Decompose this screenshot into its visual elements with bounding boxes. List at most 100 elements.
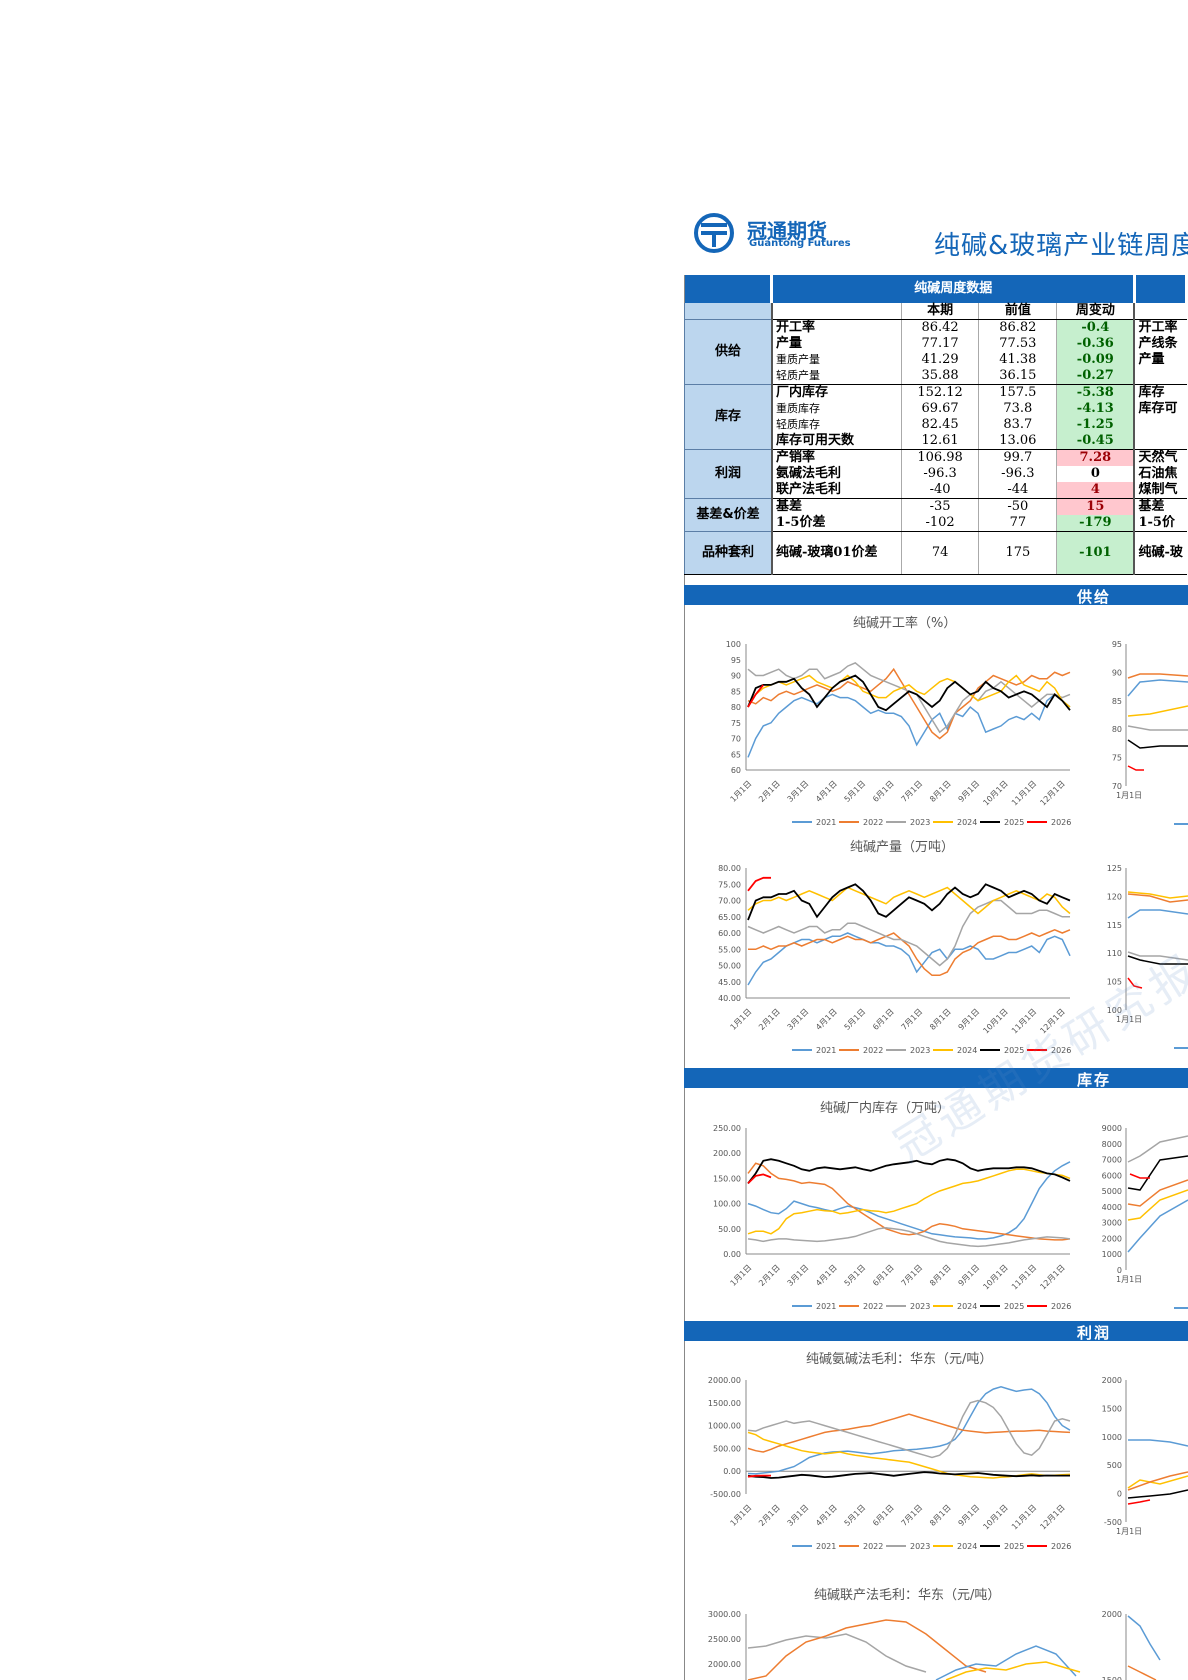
x-tick-label: 7月1日 [900,1503,925,1528]
legend-label: 2021 [816,1046,836,1055]
value-prev: -96.3 [978,466,1057,482]
value-change: -5.38 [1056,384,1135,401]
table-row: 重质产量 41.29 41.38 -0.09 产量 [685,352,1187,368]
chart-operating-rate: 60 65 70 75 80 85 90 95 100 1月1日 2月1日 3月1日 4月1日 5月1日 6… [726,640,1072,827]
x-tick-label: 12月1日 [1038,779,1066,807]
series-line-2025 [747,674,1071,712]
y-tick-label: -500.00 [710,1490,741,1499]
category-cell: 供给 [683,319,773,385]
x-tick-label: 3月1日 [786,779,811,804]
x-tick-label: 2月1日 [757,1263,782,1288]
glass-row-label: 基差 [1133,498,1187,515]
x-tick-label: 3月1日 [786,1503,811,1528]
table-row: 供给 开工率 86.42 86.82 -0.4 开工率 [683,319,1187,385]
series-line [1127,955,1188,965]
chart-glass-inventory: 0 1000 2000 3000 4000 5000 6000 7000 8000 9000 1月1… [1102,1124,1188,1309]
y-tick-label: 85 [1112,697,1122,706]
row-label: 1-5价差 [770,515,902,532]
y-tick-label: 6000 [1102,1171,1122,1180]
y-tick-label: 1500.00 [708,1399,741,1408]
weekly-data-table: 纯碱周度数据 本期 前值 周变动 供给 开工率 86.42 86.82 -0.4 开工率 产量 77.… [683,275,1188,575]
series-line-2026 [747,1173,772,1185]
value-change: 15 [1056,498,1135,515]
value-change: -0.36 [1056,336,1135,352]
legend-label: 2023 [910,1542,930,1551]
glass-row-label: 纯碱-玻 [1133,531,1187,575]
series-line-2025 [747,1471,1070,1479]
legend-label: 2025 [1004,818,1024,827]
y-tick-label: 1500 [1102,1676,1122,1680]
y-tick-label: 85 [731,687,741,696]
x-tick-label: 1月1日 [1116,1275,1142,1284]
y-tick-label: 80 [1112,725,1122,734]
y-tick-label: 5000 [1102,1187,1122,1196]
series-line-2021 [747,1161,1071,1240]
series-line [945,1661,1081,1680]
series-line-2024 [747,1168,1071,1235]
y-tick-label: 2000 [1102,1234,1122,1243]
y-tick-label: 70.00 [718,897,741,906]
x-tick-label: 4月1日 [814,1503,839,1528]
y-tick-label: 75 [731,719,741,728]
glass-header [1134,275,1188,303]
value-current: 69.67 [900,401,979,417]
table-row: 轻质库存 82.45 83.7 -1.25 [685,417,1187,433]
legend-label: 2025 [1004,1302,1024,1311]
glass-row-label [1133,368,1187,385]
x-tick-label: 1月1日 [1116,1527,1142,1536]
report-title: 纯碱&玻璃产业链周度 [934,231,1188,261]
series-line [1127,765,1144,771]
row-label: 库存可用天数 [770,433,902,450]
table-row: 重质库存 69.67 73.8 -4.13 库存可 [685,401,1187,417]
y-tick-label: 95 [731,656,741,665]
glass-row-label: 库存 [1133,384,1187,401]
x-tick-label: 9月1日 [956,1503,981,1528]
series-line-2026 [747,876,771,892]
section-bar-inventory: 库存 [684,1068,1188,1089]
legend-label: 2026 [1051,818,1071,827]
value-prev: 36.15 [978,368,1057,385]
x-tick-label: 7月1日 [900,1007,925,1032]
x-tick-label: 7月1日 [900,1263,925,1288]
y-tick-label: 1000 [1102,1433,1122,1442]
value-current: -40 [900,482,979,499]
glass-row-label [1133,433,1187,450]
y-tick-label: 125 [1107,864,1122,873]
value-change: -179 [1056,515,1135,532]
value-prev: 77.53 [978,336,1057,352]
x-tick-label: 8月1日 [928,1007,953,1032]
series-line-2023 [747,1399,1071,1459]
series-line [1127,951,1188,961]
value-prev: 83.7 [978,417,1057,433]
value-change: -4.13 [1056,401,1135,417]
chart-glass-profit: -500 0 500 1000 1500 2000 1月1日 [1102,1376,1188,1536]
value-current: 152.12 [900,384,979,401]
legend-label: 2026 [1051,1302,1071,1311]
value-change: -0.09 [1056,352,1135,368]
x-tick-label: 9月1日 [956,1007,981,1032]
series-line [1127,673,1188,679]
y-tick-label: 120 [1107,892,1122,901]
row-label: 轻质库存 [770,417,902,433]
table-row: 轻质产量 35.88 36.15 -0.27 [685,368,1187,385]
series-line-2022 [747,667,1071,740]
row-label: 氨碱法毛利 [770,466,902,482]
row-label: 基差 [770,498,902,515]
value-current: -102 [900,515,979,532]
row-label: 产量 [770,336,902,352]
legend-label: 2022 [863,1046,883,1055]
category-cell: 基差&价差 [683,498,773,532]
x-tick-label: 11月1日 [1010,779,1038,807]
soda-header: 纯碱周度数据 [771,275,1136,303]
legend-label: 2021 [816,1302,836,1311]
row-label: 厂内库存 [770,384,902,401]
x-tick-label: 10月1日 [981,1263,1009,1291]
section-title: 利润 [1077,1324,1112,1342]
series-line [1127,1199,1188,1253]
value-current: 41.29 [900,352,979,368]
value-change: -0.27 [1056,368,1135,385]
table-row: 基差&价差 基差 -35 -50 15 基差 [683,498,1187,532]
y-tick-label: 100.00 [713,1200,741,1209]
y-tick-label: 8000 [1102,1140,1122,1149]
